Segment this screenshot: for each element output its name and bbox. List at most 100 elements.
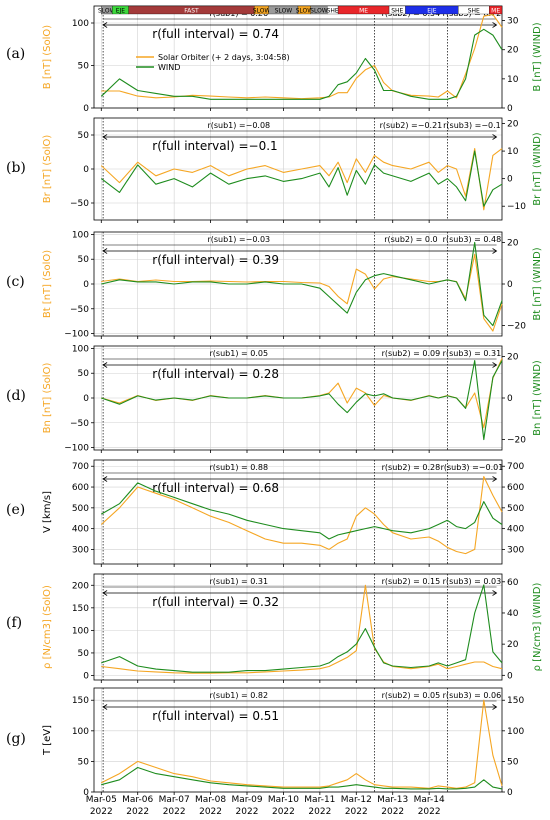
r-sub-label: r(sub2) = 0.05 [382,691,441,700]
series-solo [100,476,503,555]
y-tick-label-left: −100 [64,444,89,454]
panel-letter: (c) [6,274,25,290]
y-tick-label-left: 150 [72,696,89,706]
x-tick-label-date: Mar-08 [195,795,226,805]
arrow-head-right [492,134,498,140]
r-sub-label: r(sub1) =−0.03 [207,235,270,244]
y-tick-label-right: 0 [507,104,513,114]
region-label: ME [491,8,500,15]
series-solo [100,148,503,211]
y-tick-label-right: 0 [507,394,513,404]
arrow-head-right [492,590,498,596]
y-tick-label-left: 600 [72,483,89,493]
y-tick-label-left: 150 [72,604,89,614]
y-axis-label-left: ρ [N/cm3] (SolO) [42,585,53,669]
y-tick-label-right: −20 [507,436,526,446]
series-wind [100,150,503,207]
x-tick-label-year: 2022 [272,807,295,817]
arrow-head-left [102,590,108,596]
x-tick-label-date: Mar-12 [341,795,372,805]
r-sub-label: r(sub2) = 0.09 [382,349,441,358]
r-sub-label: r(sub3) = 0.06 [443,691,502,700]
panel-letter: (a) [6,46,25,62]
series-solo [101,584,503,674]
arrow-head-left [102,22,108,28]
series-wind [101,482,503,540]
y-tick-label-left: 0 [83,280,89,290]
series-wind [101,241,503,327]
panel-5: 0 50 100 150 200 0 20 40 60 r(sub1) = 0.31 r(sub2)… [6,573,543,683]
legend: Solar Orbiter (+ 2 days, 3:04:58)WIND [136,53,290,72]
legend-label-wind: WIND [158,63,180,72]
y-tick-label-right: 20 [507,352,519,362]
y-tick-label-left: −100 [64,330,89,340]
x-tick-label-year: 2022 [308,807,331,817]
y-tick-label-right: −10 [507,202,526,212]
axes-frame [93,5,503,109]
region-label: SLOW [296,8,314,15]
y-axis-label-right: Br [nT] (WIND) [532,132,543,205]
y-tick-label-left: 50 [78,255,90,265]
x-tick-label-year: 2022 [90,807,113,817]
region-label: SHE [391,8,403,15]
y-axis-label-left: Br [nT] (SolO) [42,135,53,204]
y-tick-label-right: 10 [507,147,519,157]
axes-frame [93,459,503,565]
axes-frame [93,687,503,793]
legend-label-solo: Solar Orbiter (+ 2 days, 3:04:58) [158,53,290,62]
r-full-label: r(full interval) = 0.39 [152,253,279,267]
panel-3: −100 −50 0 50 100 −20 0 20 r(sub1) = 0.05 r(sub2)… [6,344,543,453]
y-tick-label-right: 100 [507,727,524,737]
panel-letter: (g) [6,731,26,747]
x-tick-label-year: 2022 [345,807,368,817]
x-tick-label-date: Mar-05 [86,795,117,805]
arrow-head-left [102,704,108,710]
r-full-label: r(full interval) = 0.51 [152,709,279,723]
y-tick-label-right: 40 [507,609,519,619]
arrow-head-right [492,704,498,710]
x-tick-label-date: Mar-10 [268,795,299,805]
region-label: SLOW [310,8,328,15]
y-tick-label-left: 400 [72,525,89,535]
region-label: SHE [327,8,339,15]
y-tick-label-left: 0 [83,104,89,114]
r-sub-label: r(sub3) = 0.48 [443,235,502,244]
y-tick-label-right: −20 [507,322,526,332]
panel-4: 300 400 500 600 700 300 400 500 600 700 r(sub1) = … [6,459,524,567]
region-label: SLOW [253,8,271,15]
x-tick-label-date: Mar-11 [304,795,335,805]
x-tick-label-date: Mar-13 [377,795,408,805]
y-tick-label-left: 50 [78,131,90,141]
region-label: SLOW [98,8,116,15]
region-segment [489,5,503,15]
y-tick-label-left: 50 [78,62,90,72]
y-tick-label-right: 700 [507,462,524,472]
r-full-label: r(full interval) = 0.32 [152,595,279,609]
y-tick-label-left: 50 [78,757,90,767]
panel-6: 0 50 100 150 0 50 100 150 r(sub1) = 0.82 r(sub2) … [6,687,524,798]
region-label: EJE [427,8,437,15]
r-sub-label: r(sub2) = 0.0 [384,235,437,244]
y-tick-label-right: 0 [507,671,513,681]
r-sub-label: r(sub3) =−0.1 [443,121,501,130]
region-label: SLOW [275,8,293,15]
y-axis-label-right: Bt [nT] (WIND) [532,247,543,320]
x-tick-label-year: 2022 [126,807,149,817]
arrow-head-right [492,362,498,368]
arrow-head-left [102,362,108,368]
panel-2: −100 −50 0 50 100 −20 0 20 r(sub1) =−0.03 r(sub2)… [6,230,543,339]
y-tick-label-right: 20 [507,640,519,650]
r-sub-label: r(sub2) =−0.21 [380,121,443,130]
r-sub-label: r(sub1) = 0.05 [210,349,269,358]
y-tick-label-left: 0 [83,394,89,404]
y-tick-label-left: 100 [72,727,89,737]
y-tick-label-left: 100 [72,19,89,29]
y-tick-label-right: 600 [507,483,524,493]
y-tick-label-right: 0 [507,280,513,290]
y-tick-label-left: 50 [78,649,90,659]
r-sub-label: r(sub1) = 0.82 [210,691,269,700]
arrow-head-right [492,248,498,254]
region-label: ME [359,8,368,15]
